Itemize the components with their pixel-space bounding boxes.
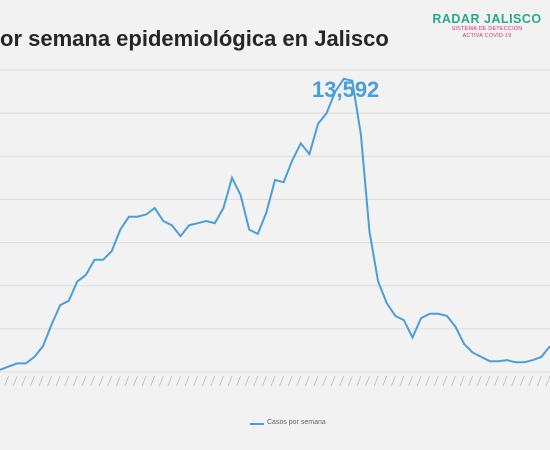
- x-tick: [425, 375, 431, 387]
- x-tick: [433, 375, 439, 387]
- peak-value-label: 13,592: [312, 77, 380, 102]
- x-tick: [184, 375, 190, 387]
- x-tick: [47, 375, 52, 387]
- chart-gridlines: [0, 69, 550, 373]
- logo-main-text: RADAR JALISCO: [432, 12, 542, 26]
- x-tick: [30, 375, 35, 387]
- x-tick: [459, 375, 465, 387]
- logo-sub-text-1: SISTEMA DE DETECCIÓN: [451, 26, 523, 32]
- x-axis-ticks: [0, 375, 550, 387]
- x-tick: [348, 375, 353, 387]
- logo-sub-text-2: ACTIVA COVID-19: [462, 33, 512, 39]
- radar-jalisco-logo: RADAR JALISCO SISTEMA DE DETECCIÓN ACTIV…: [428, 12, 546, 40]
- x-tick: [73, 375, 78, 387]
- x-tick: [451, 375, 456, 387]
- x-tick: [193, 375, 198, 387]
- x-tick: [313, 375, 319, 387]
- x-tick: [201, 375, 207, 387]
- x-tick: [141, 375, 147, 387]
- x-tick: [476, 375, 482, 387]
- x-tick: [356, 375, 362, 387]
- x-tick: [227, 375, 233, 387]
- x-tick: [330, 375, 336, 387]
- x-tick: [545, 375, 550, 387]
- x-tick: [399, 375, 405, 387]
- x-tick: [219, 375, 224, 387]
- x-tick: [21, 375, 27, 387]
- x-tick: [262, 375, 267, 387]
- x-tick: [244, 375, 250, 387]
- x-tick: [287, 375, 293, 387]
- x-tick: [150, 375, 156, 387]
- legend-line-swatch: [250, 423, 264, 425]
- x-tick: [12, 375, 18, 387]
- chart-legend: Casos por semana: [250, 418, 327, 427]
- x-tick: [270, 375, 276, 387]
- x-tick: [133, 375, 138, 387]
- x-tick: [81, 375, 87, 387]
- x-tick: [373, 375, 379, 387]
- legend-label: Casos por semana: [267, 419, 326, 426]
- x-tick: [519, 375, 525, 387]
- x-tick: [382, 375, 388, 387]
- x-tick: [408, 375, 413, 387]
- x-tick: [98, 375, 104, 387]
- x-tick: [167, 375, 173, 387]
- x-tick: [124, 375, 130, 387]
- x-tick: [494, 375, 499, 387]
- x-tick: [339, 375, 345, 387]
- x-tick: [107, 375, 113, 387]
- x-tick: [502, 375, 508, 387]
- series-line-casos: [0, 77, 550, 371]
- x-tick: [528, 375, 534, 387]
- x-tick: [390, 375, 396, 387]
- x-tick: [4, 375, 9, 387]
- x-tick: [305, 375, 310, 387]
- x-tick: [296, 375, 302, 387]
- x-tick: [90, 375, 95, 387]
- x-tick: [485, 375, 491, 387]
- x-tick: [176, 375, 181, 387]
- x-tick: [236, 375, 241, 387]
- x-tick: [511, 375, 516, 387]
- x-tick: [416, 375, 422, 387]
- x-tick: [537, 375, 542, 387]
- x-tick: [442, 375, 448, 387]
- x-tick: [38, 375, 44, 387]
- x-tick: [322, 375, 327, 387]
- x-tick: [279, 375, 284, 387]
- x-tick: [64, 375, 70, 387]
- x-tick: [468, 375, 473, 387]
- x-tick: [210, 375, 216, 387]
- chart-title: or semana epidemiológica en Jalisco: [0, 26, 389, 51]
- x-tick: [158, 375, 164, 387]
- x-tick: [365, 375, 370, 387]
- x-tick: [253, 375, 259, 387]
- x-tick: [55, 375, 61, 387]
- x-tick: [115, 375, 121, 387]
